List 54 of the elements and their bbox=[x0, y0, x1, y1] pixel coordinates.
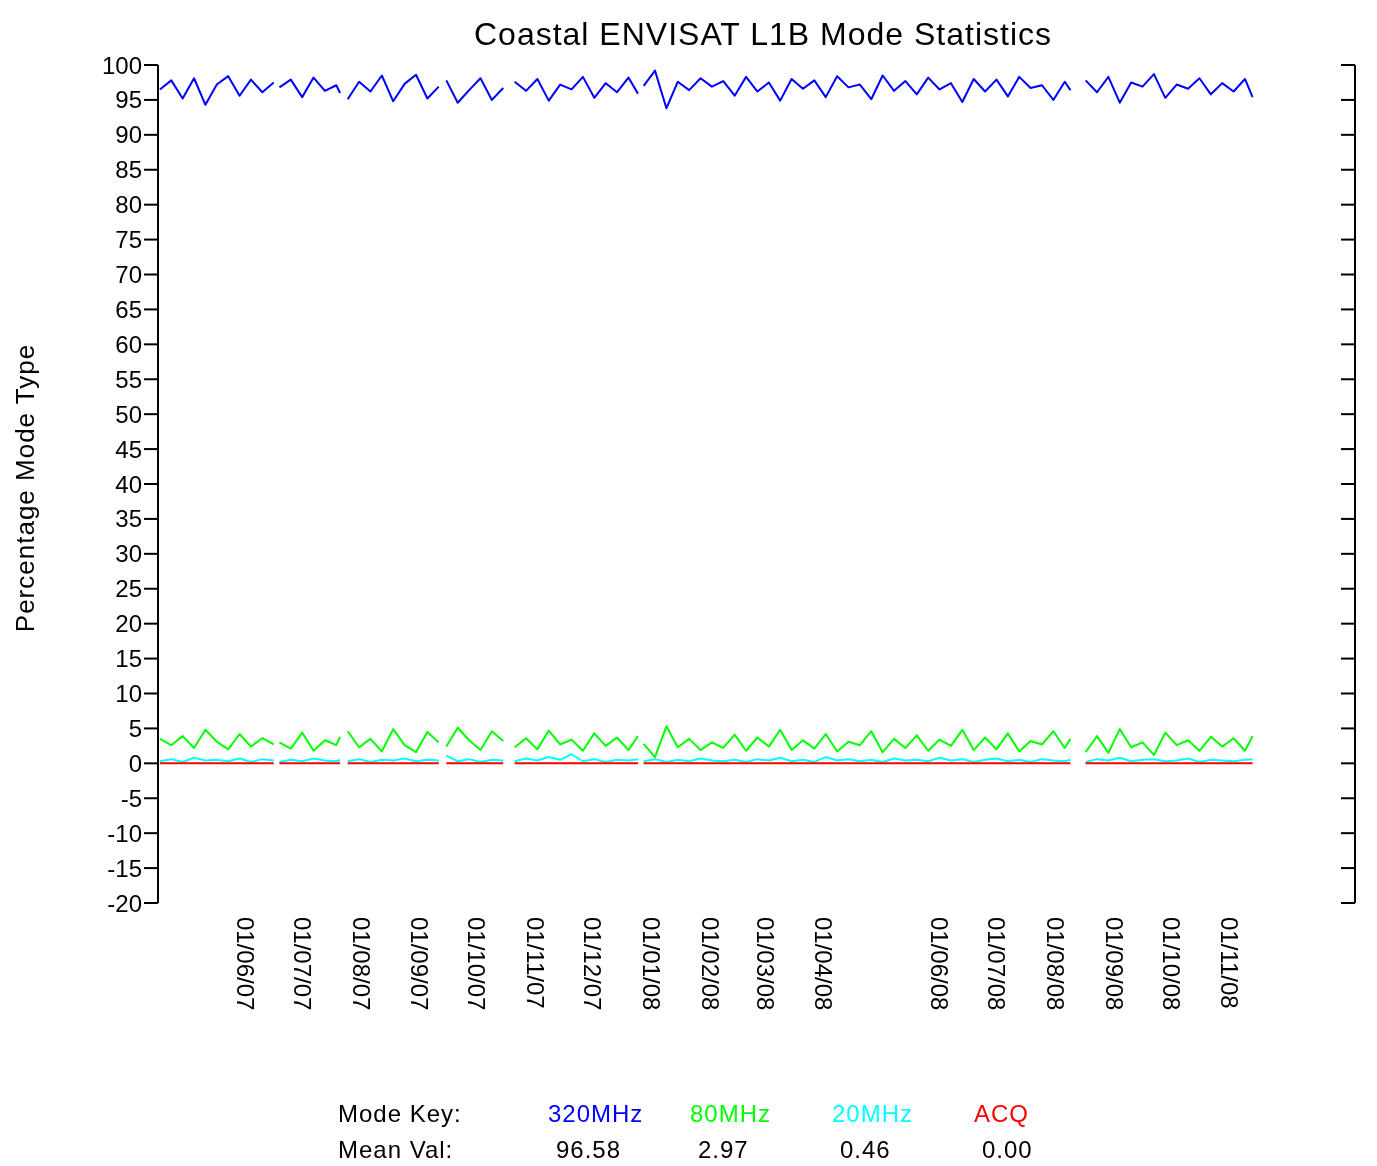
x-tick-label: 01/11/08 bbox=[1216, 917, 1244, 1009]
text: 0.46 bbox=[839, 1136, 892, 1164]
text: 0.00 bbox=[981, 1136, 1034, 1164]
x-tick-label: 01/10/08 bbox=[1157, 917, 1185, 1011]
x-tick-label: 01/10/07 bbox=[463, 917, 491, 1011]
x-tick-label: 01/12/07 bbox=[579, 917, 607, 1011]
y-tick-label: 35 bbox=[115, 505, 142, 533]
y-tick-label: 80 bbox=[115, 191, 142, 219]
text: 20MHz bbox=[832, 1100, 915, 1128]
y-tick-label: 75 bbox=[115, 226, 142, 254]
x-tick-label: 01/06/08 bbox=[926, 917, 954, 1011]
text: 80MHz bbox=[690, 1100, 773, 1128]
x-tick-label: 01/09/07 bbox=[406, 917, 434, 1011]
x-tick-label: 01/11/07 bbox=[522, 917, 550, 1009]
y-tick-label: 65 bbox=[115, 295, 142, 323]
y-tick-label: 95 bbox=[115, 86, 142, 114]
y-axis-title: Percentage Mode Type bbox=[9, 343, 41, 633]
x-tick-label: 01/07/08 bbox=[983, 917, 1011, 1011]
y-tick-label: 50 bbox=[115, 400, 142, 428]
y-tick-label: 25 bbox=[115, 575, 142, 603]
x-tick-label: 01/09/08 bbox=[1100, 917, 1128, 1011]
y-tick-label: 60 bbox=[115, 330, 142, 358]
x-tick-label: 01/01/08 bbox=[637, 917, 665, 1011]
y-tick-label: 90 bbox=[115, 121, 142, 149]
text: 2.97 bbox=[697, 1136, 750, 1164]
text: ACQ bbox=[974, 1100, 1030, 1128]
x-tick-label: 01/08/08 bbox=[1041, 917, 1069, 1011]
y-tick-label: 30 bbox=[115, 540, 142, 568]
y-tick-label: 5 bbox=[128, 714, 142, 742]
y-tick-label: 45 bbox=[115, 435, 142, 463]
x-tick-label: 01/02/08 bbox=[696, 917, 724, 1011]
chart-title: Coastal ENVISAT L1B Mode Statistics bbox=[472, 16, 1053, 53]
x-tick-label: 01/08/07 bbox=[347, 917, 375, 1011]
y-tick-label: 40 bbox=[115, 470, 142, 498]
legend-title: Mode Key: bbox=[338, 1100, 463, 1128]
y-tick-label: -15 bbox=[107, 854, 142, 882]
x-tick-label: 01/04/08 bbox=[810, 917, 838, 1011]
y-tick-label: 85 bbox=[115, 156, 142, 184]
y-tick-label: 15 bbox=[115, 645, 142, 673]
x-tick-label: 01/03/08 bbox=[751, 917, 779, 1011]
x-tick-label: 01/06/07 bbox=[231, 917, 259, 1011]
y-tick-label: 70 bbox=[115, 261, 142, 289]
y-tick-label: -10 bbox=[107, 819, 142, 847]
y-tick-label: 55 bbox=[115, 365, 142, 393]
x-tick-label: 01/07/07 bbox=[288, 917, 316, 1011]
y-tick-label: 100 bbox=[101, 51, 142, 79]
y-tick-label: -20 bbox=[107, 889, 142, 917]
text: Mean Val: bbox=[338, 1136, 455, 1164]
y-tick-label: -5 bbox=[120, 784, 142, 812]
y-tick-label: 0 bbox=[128, 749, 142, 777]
text: 96.58 bbox=[555, 1136, 623, 1164]
y-tick-label: 20 bbox=[115, 610, 142, 638]
y-tick-label: 10 bbox=[115, 680, 142, 708]
text: 320MHz bbox=[548, 1100, 645, 1128]
